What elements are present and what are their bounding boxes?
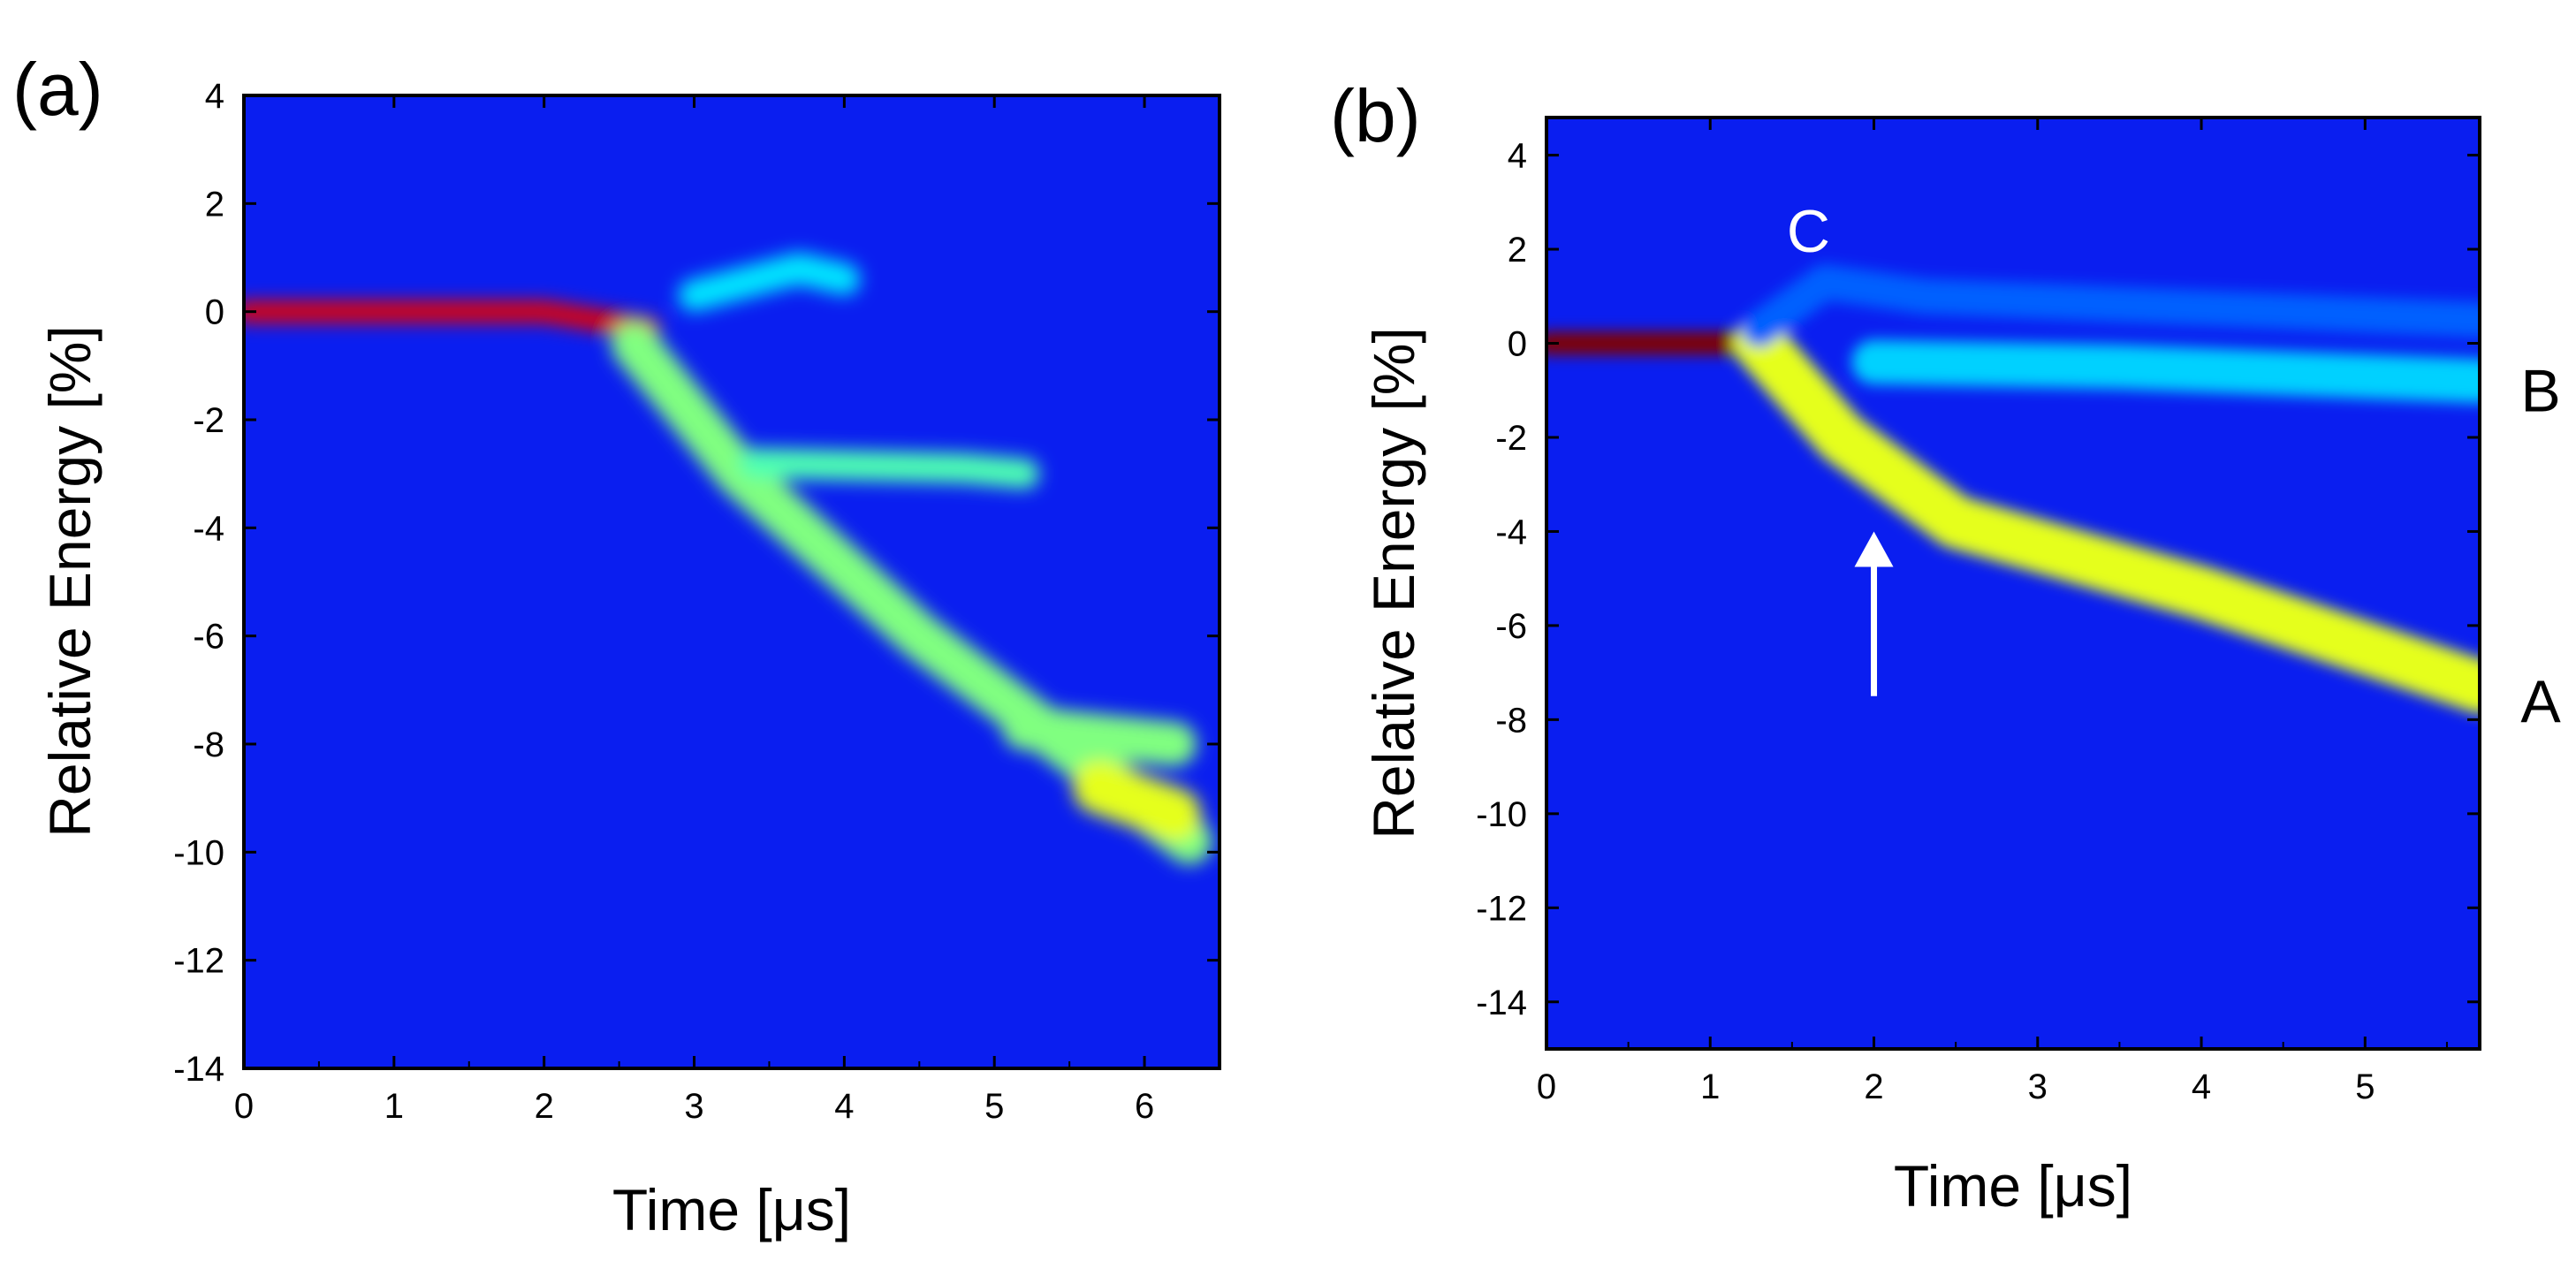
- panel-b-y-axis: 4 2 0 -2 -4 -6 -8 -10 -12 -14: [1476, 137, 2480, 1022]
- panel-b-y-tick-label: -2: [1495, 419, 1527, 458]
- panel-b-arrow-head: [1854, 531, 1894, 567]
- panel-b-annotation-C: C: [1787, 198, 1830, 265]
- panel-a-feature-band-minus-9: [1073, 760, 1201, 841]
- panel-a-y-tick-label: -8: [193, 725, 224, 764]
- panel-b-feature-branch-A: [1732, 316, 2480, 714]
- panel-b-x-axis-label: Time [μs]: [1894, 1153, 2132, 1219]
- panel-a-tag: (a): [12, 48, 103, 131]
- panel-a-plot-background: [244, 95, 1220, 1068]
- panel-a-y-tick-label: -12: [173, 942, 224, 981]
- panel-b-x-axis: 0 1 2 3 4 5: [1537, 118, 2448, 1106]
- panel-b-y-tick-label: -10: [1476, 795, 1527, 834]
- panel-b-tag: (b): [1330, 74, 1421, 157]
- panel-a-x-tick-label: 0: [234, 1087, 254, 1126]
- panel-a-y-tick-label: -2: [193, 401, 224, 440]
- panel-b-annotations: C B A: [1787, 198, 2561, 735]
- panel-b-y-tick-label: 0: [1508, 325, 1527, 364]
- panel-b-arrow: [1854, 531, 1894, 696]
- panel-a-x-tick-label: 6: [1135, 1087, 1154, 1126]
- panel-a-feature-band-minus-3: [739, 447, 1040, 490]
- panel-b-annotation-B: B: [2520, 358, 2560, 425]
- panel-a-x-tick-label: 5: [984, 1087, 1004, 1126]
- panel-a-y-tick-label: 0: [205, 293, 224, 332]
- panel-b-y-tick-label: -12: [1476, 889, 1527, 928]
- panel-a-x-tick-label: 3: [684, 1087, 703, 1126]
- panel-a-x-tick-label: 4: [834, 1087, 854, 1126]
- panel-b-x-tick-label: 1: [1700, 1067, 1720, 1106]
- panel-a-heatmap: [244, 252, 1212, 865]
- panel-a-x-tick-label: 1: [384, 1087, 404, 1126]
- panel-a-feature-core: [244, 300, 660, 338]
- panel-b-y-tick-label: 4: [1508, 137, 1527, 176]
- panel-a-feature-band-minus-8: [1002, 705, 1197, 766]
- panel-a-y-axis: 4 2 0 -2 -4 -6 -8 -10 -12 -14: [173, 77, 1220, 1089]
- panel-b-x-tick-label: 0: [1537, 1067, 1556, 1106]
- panel-b-x-tick-label: 3: [2028, 1067, 2048, 1106]
- panel-b-x-tick-label: 2: [1864, 1067, 1883, 1106]
- panel-b-y-tick-label: -14: [1476, 984, 1527, 1022]
- panel-a-x-axis-label: Time [μs]: [612, 1177, 851, 1242]
- panel-b-x-tick-label: 4: [2192, 1067, 2211, 1106]
- panel-a: (a) 4 2 0 -2 -4 -6 -8 -10 -12 -14 0 1 2 3 4 5 6 Time [μ…: [12, 48, 1221, 1242]
- panel-a-y-tick-label: -10: [173, 833, 224, 872]
- panel-a-y-tick-label: 2: [205, 185, 224, 224]
- panel-b-x-tick-label: 5: [2355, 1067, 2375, 1106]
- panel-b: (b) 4 2 0 -2 -4 -6 -8 -10 -12 -14 0 1 2 3 4 5 Time [μs…: [1330, 74, 2561, 1219]
- panel-a-feature-upper-branch: [678, 252, 861, 312]
- panel-b-feature-branch-C: [1741, 264, 2480, 347]
- panel-a-y-tick-label: -14: [173, 1050, 224, 1089]
- panel-b-frame: [1545, 116, 2481, 1051]
- panel-b-y-tick-label: -4: [1495, 513, 1527, 551]
- panel-a-y-tick-label: -6: [193, 618, 224, 657]
- panel-b-y-tick-label: -6: [1495, 607, 1527, 646]
- panel-a-x-tick-label: 2: [535, 1087, 554, 1126]
- panel-b-heatmap: [1546, 264, 2480, 714]
- panel-b-plot-background: [1546, 118, 2480, 1049]
- panel-a-y-tick-label: -4: [193, 509, 224, 548]
- panel-b-y-tick-label: 2: [1508, 231, 1527, 270]
- panel-a-x-axis: 0 1 2 3 4 5 6: [234, 95, 1154, 1126]
- panel-a-y-tick-label: 4: [205, 77, 224, 116]
- panel-b-annotation-A: A: [2520, 668, 2561, 735]
- panel-b-y-tick-label: -8: [1495, 701, 1527, 740]
- panel-b-y-axis-label: Relative Energy [%]: [1361, 327, 1426, 839]
- panel-a-frame: [242, 94, 1221, 1070]
- panel-a-y-axis-label: Relative Energy [%]: [37, 325, 103, 838]
- panel-b-feature-branch-B: [1851, 339, 2480, 404]
